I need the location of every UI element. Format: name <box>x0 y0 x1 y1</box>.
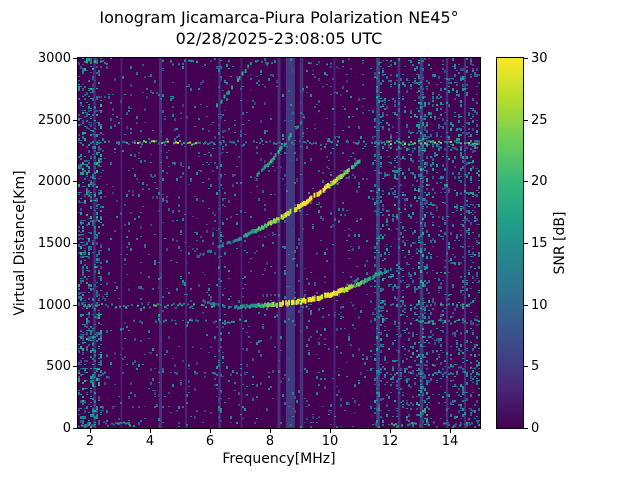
x-axis-label: Frequency[MHz] <box>222 451 336 467</box>
y-tick-mark <box>73 119 77 121</box>
x-tick-label: 6 <box>205 434 215 449</box>
y-tick-mark <box>73 243 77 244</box>
colorbar-tick-label: 10 <box>531 297 548 313</box>
colorbar-tick-label: 30 <box>531 51 548 66</box>
colorbar-tick-mark <box>524 243 528 244</box>
colorbar-tick-label: 5 <box>531 359 540 375</box>
x-tick-label: 10 <box>321 434 339 449</box>
y-tick-label: 3000 <box>37 51 71 66</box>
y-tick-label: 0 <box>62 421 71 436</box>
x-tick-label: 2 <box>85 434 95 449</box>
colorbar-tick-label: 0 <box>531 421 540 436</box>
y-tick-label: 1500 <box>37 236 71 251</box>
y-tick-label: 2000 <box>37 174 71 190</box>
y-tick-label: 2500 <box>37 112 71 128</box>
colorbar-tick-mark <box>524 366 528 368</box>
x-tick-mark <box>450 429 451 433</box>
colorbar-tick-label: 25 <box>531 112 548 128</box>
y-tick-label: 500 <box>46 359 71 375</box>
x-tick-mark <box>270 429 271 433</box>
y-tick-mark <box>73 304 77 306</box>
y-tick-mark <box>73 58 77 59</box>
colorbar-tick-mark <box>524 181 528 183</box>
colorbar-tick-mark <box>524 58 528 59</box>
y-tick-label: 1000 <box>37 297 71 313</box>
y-tick-mark <box>73 366 77 368</box>
colorbar-border <box>496 57 524 429</box>
colorbar-gradient <box>497 58 523 428</box>
x-tick-mark <box>210 429 211 433</box>
y-tick-mark <box>73 181 77 183</box>
chart-title: Ionogram Jicamarca-Piura Polarization NE… <box>99 8 459 27</box>
x-tick-mark <box>90 429 91 433</box>
x-tick-label: 14 <box>441 434 459 449</box>
x-tick-label: 4 <box>145 434 155 449</box>
colorbar-tick-mark <box>524 428 528 429</box>
x-tick-mark <box>150 429 151 433</box>
x-tick-mark <box>390 429 391 433</box>
chart-subtitle: 02/28/2025-23:08:05 UTC <box>175 29 383 48</box>
x-tick-label: 12 <box>381 434 399 449</box>
ionogram-heatmap <box>78 58 480 428</box>
plot-border <box>77 57 481 429</box>
colorbar-tick-label: 15 <box>531 236 548 251</box>
colorbar-tick-mark <box>524 119 528 121</box>
x-tick-mark <box>330 429 331 433</box>
y-tick-mark <box>73 428 77 429</box>
colorbar-tick-mark <box>524 304 528 306</box>
x-tick-label: 8 <box>265 434 275 449</box>
colorbar-tick-label: 20 <box>531 174 548 190</box>
